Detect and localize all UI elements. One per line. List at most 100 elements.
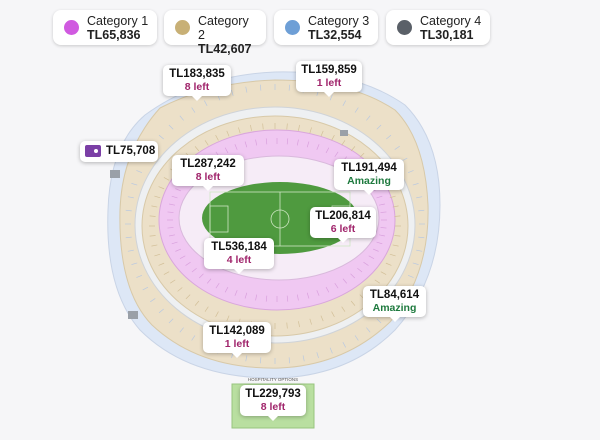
seat-row-tick bbox=[316, 352, 319, 359]
seat-row-tick bbox=[204, 140, 209, 146]
price-tag-price: TL229,793 bbox=[245, 388, 301, 400]
seat-row-tick bbox=[376, 241, 383, 245]
seat-row-tick bbox=[231, 89, 234, 96]
seat-row-tick bbox=[325, 286, 330, 293]
seat-row-tick bbox=[198, 273, 204, 279]
seat-row-tick bbox=[286, 123, 288, 130]
price-tag[interactable]: TL287,242 8 left bbox=[172, 155, 244, 191]
seat-row-tick bbox=[320, 130, 324, 137]
seat-row-tick bbox=[325, 147, 330, 154]
seat-row-tick bbox=[392, 244, 399, 247]
price-tag-note: Amazing bbox=[347, 175, 391, 187]
seat-row-tick bbox=[296, 139, 299, 146]
seat-row-tick bbox=[163, 177, 170, 181]
seat-row-tick bbox=[158, 308, 164, 314]
price-tag-featured[interactable]: TL75,708 bbox=[80, 141, 158, 162]
seat-row-tick bbox=[168, 318, 174, 324]
price-tag[interactable]: TL536,184 4 left bbox=[204, 238, 274, 274]
price-tag[interactable]: TL142,089 1 left bbox=[203, 322, 271, 358]
seat-row-tick bbox=[234, 144, 238, 150]
seat-row-tick bbox=[131, 262, 138, 265]
seat-row-tick bbox=[374, 279, 380, 284]
seat-row-tick bbox=[179, 115, 184, 121]
seat-row-tick bbox=[350, 300, 356, 306]
legend-category-1[interactable]: Category 1 TL65,836 bbox=[53, 10, 157, 45]
seat-row-tick bbox=[224, 147, 229, 154]
seat-row-tick bbox=[389, 253, 396, 257]
seat-row-tick bbox=[194, 300, 200, 306]
seat-row-tick bbox=[169, 234, 176, 237]
price-tag-note: Amazing bbox=[372, 302, 417, 314]
price-tag[interactable]: TL183,835 8 left bbox=[163, 65, 231, 101]
seat-row-tick bbox=[359, 152, 365, 158]
seat-row-tick bbox=[412, 183, 419, 186]
seat-row-tick bbox=[316, 144, 320, 150]
price-tag-note: 8 left bbox=[260, 401, 286, 413]
seat-row-tick bbox=[136, 274, 143, 278]
seat-row-tick bbox=[245, 86, 248, 93]
seat-row-tick bbox=[151, 205, 158, 208]
seat-row-tick bbox=[245, 355, 248, 362]
seat-row-tick bbox=[366, 115, 371, 121]
price-tag[interactable]: TL84,614 Amazing bbox=[363, 286, 426, 322]
price-tag-note: 8 left bbox=[195, 171, 221, 183]
price-tag-price: TL287,242 bbox=[180, 158, 236, 170]
price-tag-note: 1 left bbox=[316, 77, 342, 89]
seat-row-tick bbox=[366, 327, 371, 333]
seat-row-tick bbox=[131, 183, 138, 186]
legend-name: Category 1 bbox=[87, 14, 149, 28]
seat-row-tick bbox=[177, 287, 183, 292]
category-3-color-dot bbox=[285, 20, 300, 35]
legend-category-3[interactable]: Category 3 TL32,554 bbox=[274, 10, 378, 45]
legend-name: Category 2 bbox=[198, 14, 249, 42]
seat-row-tick bbox=[418, 236, 425, 239]
section-block-category-4[interactable] bbox=[128, 311, 138, 319]
seat-row-tick bbox=[412, 262, 419, 265]
seat-row-tick bbox=[306, 141, 310, 148]
seat-row-tick bbox=[171, 241, 178, 245]
seat-row-tick bbox=[179, 255, 186, 259]
price-tag[interactable]: TL191,494 Amazing bbox=[334, 159, 404, 195]
legend-price: TL42,607 bbox=[198, 42, 252, 56]
price-tag[interactable]: TL159,859 1 left bbox=[296, 61, 362, 97]
price-tag-hospitality[interactable]: TL229,793 8 left bbox=[240, 385, 306, 421]
seat-row-tick bbox=[298, 124, 300, 131]
seat-row-tick bbox=[259, 357, 262, 364]
seat-row-tick bbox=[380, 227, 387, 229]
price-tag-note: 1 left bbox=[224, 338, 250, 350]
legend-category-4[interactable]: Category 4 TL30,181 bbox=[386, 10, 490, 45]
seat-row-tick bbox=[149, 235, 156, 237]
seat-row-tick bbox=[238, 127, 241, 134]
seat-row-tick bbox=[394, 235, 401, 237]
seat-row-tick bbox=[206, 278, 212, 284]
seat-row-tick bbox=[354, 335, 359, 341]
seat-row-tick bbox=[149, 215, 156, 217]
price-tag-note: 6 left bbox=[330, 223, 356, 235]
seat-row-tick bbox=[171, 195, 178, 199]
legend-category-2[interactable]: Category 2 TL42,607 bbox=[164, 10, 266, 56]
seat-row-tick bbox=[234, 290, 238, 296]
seat-row-tick bbox=[136, 170, 143, 174]
seat-row-tick bbox=[334, 282, 339, 289]
price-tag[interactable]: TL206,814 6 left bbox=[310, 207, 376, 243]
seat-row-tick bbox=[357, 267, 363, 273]
seat-row-tick bbox=[288, 357, 291, 364]
seat-row-tick bbox=[215, 311, 219, 318]
seat-row-tick bbox=[342, 278, 348, 284]
price-tag-price: TL142,089 bbox=[209, 325, 265, 337]
section-block-category-4[interactable] bbox=[340, 130, 348, 136]
price-tag-note: 8 left bbox=[184, 81, 210, 93]
seat-row-tick bbox=[125, 209, 132, 212]
seat-row-tick bbox=[158, 186, 165, 190]
seat-row-tick bbox=[309, 318, 312, 325]
seat-row-tick bbox=[191, 107, 196, 113]
seat-row-tick bbox=[316, 290, 320, 296]
seat-row-tick bbox=[416, 249, 423, 252]
seat-row-tick bbox=[331, 311, 335, 318]
seat-row-tick bbox=[224, 286, 229, 293]
section-block-category-4[interactable] bbox=[110, 170, 120, 178]
seat-row-tick bbox=[389, 195, 396, 199]
seat-row-tick bbox=[191, 335, 196, 341]
seat-row-tick bbox=[288, 84, 291, 91]
price-tag-price: TL191,494 bbox=[341, 162, 397, 174]
